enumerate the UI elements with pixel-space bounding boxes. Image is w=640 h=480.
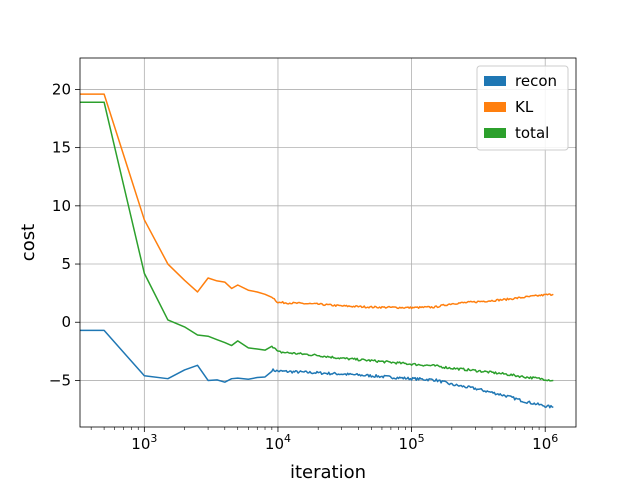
legend-swatch-total [484,128,506,138]
y-tick-label: 15 [52,139,71,157]
legend: recon KL total [476,65,569,151]
series-line-total [80,101,554,382]
grid [80,58,576,427]
y-tick-label: 5 [61,255,71,273]
y-tick-label: −5 [49,371,71,389]
legend-swatch-KL [484,102,506,112]
y-tick-label: 20 [52,80,71,98]
y-tick-label: 10 [52,197,71,215]
y-tick-label: 0 [61,313,71,331]
x-axis-label: iteration [290,462,366,480]
series-line-KL [80,93,554,310]
legend-label-recon: recon [515,72,557,90]
legend-swatch-recon [484,76,506,86]
legend-label-total: total [515,124,549,142]
legend-label-KL: KL [515,98,534,116]
plot-frame [79,57,577,428]
series-line-recon [80,329,554,409]
x-tick-label: 106 [532,432,558,453]
x-tick-label: 103 [131,432,157,453]
series-layer [80,93,554,409]
x-tick-label: 105 [399,432,425,453]
y-axis-label: cost [18,224,39,261]
x-tick-label: 104 [265,432,291,453]
